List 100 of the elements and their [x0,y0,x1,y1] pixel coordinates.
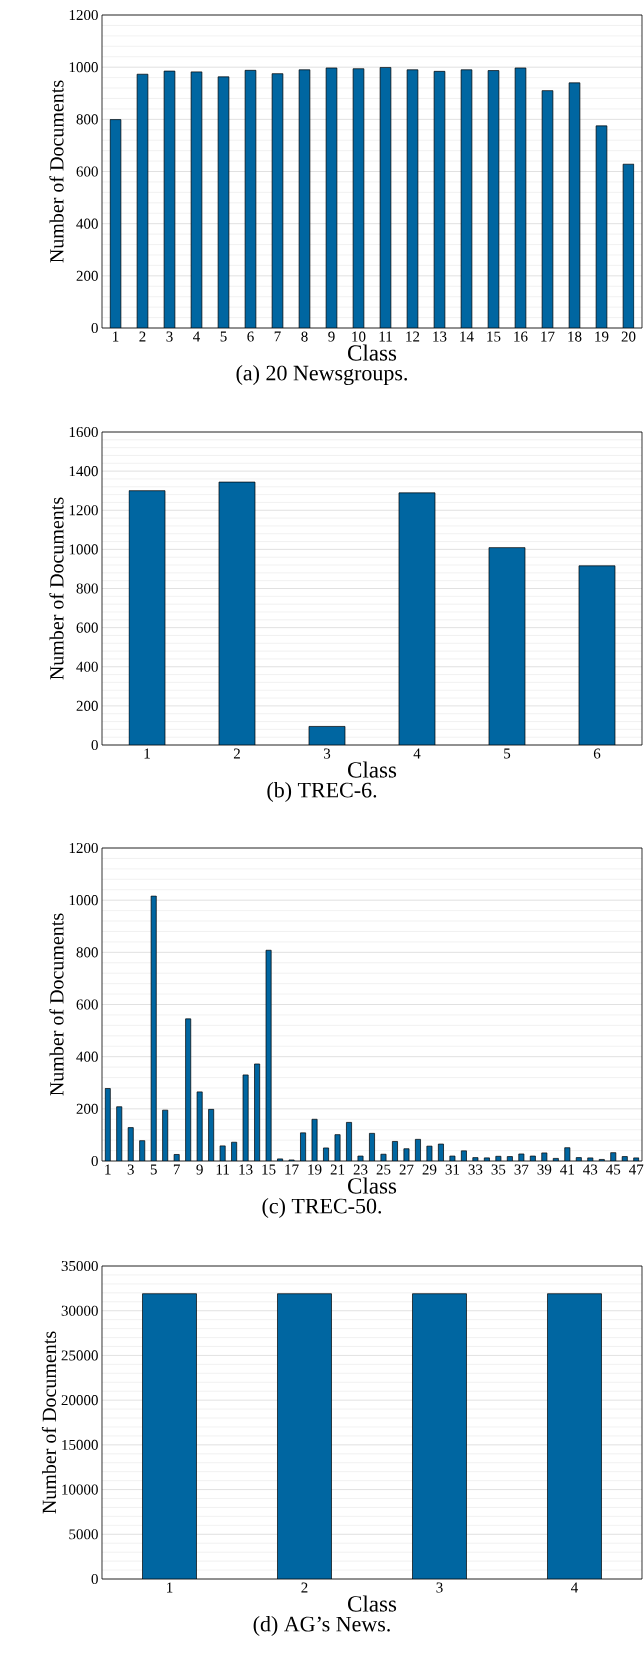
y-tick-label: 35000 [61,1260,98,1272]
y-tick-label: 600 [76,999,98,1010]
x-tick-label: 27 [399,1164,414,1175]
x-tick-label: 4 [193,331,201,342]
x-tick-label: 4 [571,1582,578,1593]
x-axis-title: Class [348,1177,397,1194]
x-tick-label: 16 [514,331,528,342]
x-tick-label: 45 [606,1164,621,1175]
x-tick-label: 3 [323,748,331,759]
x-tick-label: 21 [330,1164,345,1175]
x-tick-label: 3 [436,1582,443,1593]
y-tick-label: 1200 [69,842,98,854]
y-tick-label: 200 [76,1103,98,1114]
x-tick-label: 5 [220,331,227,342]
x-tick-label: 12 [406,331,420,342]
text: (c) TREC-50. [262,1198,382,1218]
x-tick-label: 17 [541,331,555,342]
x-tick-label: 11 [216,1164,229,1175]
x-tick-label: 6 [247,331,254,342]
x-tick-label: 5 [150,1164,157,1175]
x-tick-label: 3 [127,1164,134,1175]
y-tick-label: 30000 [61,1305,98,1316]
x-tick-label: 15 [487,331,501,342]
x-tick-label: 23 [353,1164,368,1175]
bar [128,490,166,746]
text: (b) TREC-6. [267,782,377,802]
y-tick-label: 20000 [61,1395,98,1406]
y-tick-label: 0 [91,1155,98,1167]
x-tick-label: 9 [328,331,335,342]
x-tick-label: 15 [262,1164,276,1175]
x-axis-title: Class [348,344,397,361]
x-tick-label: 7 [173,1164,180,1175]
x-tick-label: 41 [560,1164,574,1175]
x-tick-label: 35 [491,1164,506,1175]
y-tick-label: 1000 [69,62,98,73]
x-tick-label: 39 [537,1164,552,1175]
x-tick-label: 2 [139,331,146,342]
x-tick-label: 4 [413,748,421,759]
x-tick-label: 6 [593,748,601,759]
x-tick-label: 3 [166,331,173,342]
x-tick-label: 5 [504,748,511,759]
y-tick-label: 1200 [69,505,98,516]
x-tick-label: 20 [621,331,636,342]
text: (d) AG’s News. [253,1616,390,1636]
bar [218,481,256,746]
x-tick-label: 8 [301,331,308,342]
x-tick-label: 29 [422,1164,437,1175]
x-tick-label: 1 [113,331,119,342]
y-tick-label: 200 [76,700,98,711]
y-axis-title: Number of Documents [41,1331,57,1514]
y-tick-label: 1400 [69,466,98,477]
x-tick-label: 33 [468,1164,483,1175]
y-tick-label: 600 [76,622,98,633]
x-tick-label: 37 [514,1164,529,1175]
x-tick-label: 19 [595,331,609,342]
x-tick-label: 14 [460,331,474,342]
y-axis-title: Number of Documents [49,497,64,680]
x-tick-label: 1 [105,1164,111,1175]
x-tick-label: 1 [167,1582,173,1593]
x-tick-label: 31 [445,1164,460,1175]
y-tick-label: 400 [76,661,98,672]
text: (a) 20 Newsgroups. [236,365,407,386]
y-tick-label: 1600 [69,426,98,438]
x-tick-label: 7 [274,331,281,342]
x-tick-label: 10 [352,331,366,342]
y-tick-label: 1000 [69,895,98,906]
bar [488,547,526,746]
y-tick-label: 800 [76,583,98,594]
y-axis-title: Number of Documents [49,913,64,1096]
x-tick-label: 18 [568,331,582,342]
y-tick-label: 1200 [69,9,98,21]
y-tick-label: 800 [76,947,98,958]
x-tick-label: 11 [379,331,392,342]
x-tick-label: 13 [239,1164,253,1175]
y-tick-label: 200 [76,270,98,281]
y-tick-label: 5000 [69,1529,98,1540]
x-tick-label: 19 [308,1164,322,1175]
x-tick-label: 17 [285,1164,299,1175]
y-tick-label: 0 [91,739,98,751]
y-tick-label: 0 [91,322,98,334]
y-tick-label: 600 [76,166,98,177]
x-tick-label: 47 [629,1164,644,1175]
x-axis-title: Class [348,761,397,778]
x-tick-label: 2 [301,1582,308,1593]
y-tick-label: 1000 [69,544,98,555]
y-tick-label: 0 [91,1573,98,1585]
y-tick-label: 800 [76,114,98,125]
y-tick-label: 400 [76,218,98,229]
x-tick-label: 43 [583,1164,598,1175]
x-tick-label: 1 [144,748,150,759]
y-tick-label: 10000 [62,1484,98,1495]
x-tick-label: 13 [433,331,447,342]
x-tick-label: 2 [233,748,240,759]
y-tick-label: 400 [76,1051,98,1062]
bar [578,565,616,746]
x-tick-label: 25 [376,1164,391,1175]
bar [398,492,436,746]
y-axis-title: Number of Documents [49,80,64,263]
x-tick-label: 9 [196,1164,203,1175]
y-tick-label: 25000 [61,1350,98,1361]
